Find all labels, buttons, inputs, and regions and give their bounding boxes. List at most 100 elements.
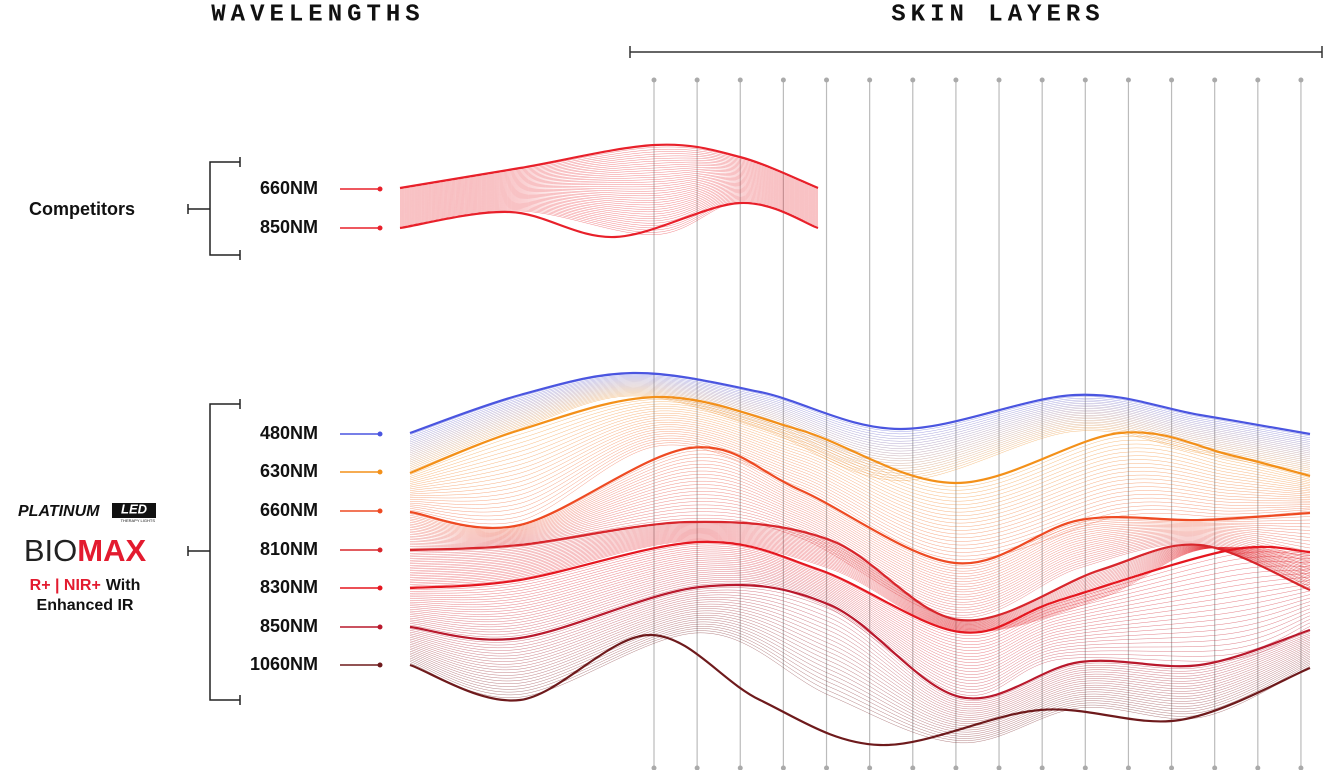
- feature-red: R+ | NIR+: [30, 577, 101, 594]
- wave-fiber: [399, 183, 819, 212]
- wave-fiber: [409, 410, 1311, 506]
- wave-fiber: [399, 151, 819, 192]
- wave-curves: [399, 143, 1311, 747]
- wave-fiber: [399, 198, 819, 229]
- layer-dot: [780, 765, 786, 770]
- wave-fiber: [409, 401, 1311, 491]
- wave-fiber: [399, 148, 819, 191]
- wave-fiber: [409, 596, 1311, 710]
- wave-fiber: [409, 477, 1311, 587]
- wave-fiber: [409, 373, 1311, 437]
- wavelength-label: 660NM: [260, 500, 318, 520]
- wave-fiber: [409, 393, 1311, 476]
- wave-fiber: [409, 561, 1311, 663]
- wavelength-dot: [377, 186, 383, 192]
- layer-dot: [1125, 77, 1131, 83]
- wave-fiber: [399, 168, 819, 201]
- wave-fiber: [409, 417, 1311, 516]
- skin-layers-rule: [629, 46, 1323, 58]
- layer-dot: [1169, 77, 1175, 83]
- wave-fiber: [409, 592, 1311, 705]
- wave-fiber: [409, 587, 1311, 701]
- wave-fiber: [409, 412, 1311, 509]
- wave-fiber: [409, 539, 1311, 632]
- wave-curve: [409, 583, 1311, 700]
- wave-fiber: [399, 178, 819, 208]
- wave-fiber: [409, 395, 1311, 481]
- wavelength-dot: [377, 662, 383, 668]
- layer-dot: [910, 765, 916, 770]
- layer-dot: [694, 77, 700, 83]
- wave-fiber: [409, 603, 1311, 716]
- wave-fiber: [399, 161, 819, 197]
- wave-fiber: [399, 181, 819, 211]
- wave-curve: [409, 520, 1311, 622]
- wave-fiber: [409, 457, 1311, 572]
- wave-fiber: [409, 537, 1311, 631]
- wave-fiber: [399, 187, 819, 216]
- wave-fiber: [409, 380, 1311, 448]
- wave-fiber: [409, 440, 1311, 553]
- wave-fiber: [409, 442, 1311, 557]
- wave-fiber: [399, 193, 819, 221]
- wave-fiber: [409, 621, 1311, 733]
- product-prefix: BIO: [24, 533, 77, 568]
- wave-fiber: [409, 543, 1311, 636]
- wave-fiber: [409, 484, 1311, 593]
- wave-fiber: [399, 194, 819, 222]
- wave-fiber: [409, 470, 1311, 582]
- layer-dot: [1298, 77, 1304, 83]
- wave-fiber: [409, 540, 1311, 633]
- wavelength-labels: 660NM 850NM 480NM 630NM 660NM 810NM 830NM 850NM…: [250, 178, 383, 674]
- wave-fiber: [409, 626, 1311, 737]
- wave-fiber: [399, 176, 819, 207]
- wave-fiber: [409, 531, 1311, 627]
- wave-curve: [409, 371, 1311, 436]
- layer-dot: [1255, 77, 1261, 83]
- wave-fiber: [409, 460, 1311, 574]
- wave-fiber: [409, 536, 1311, 630]
- wave-fiber: [409, 615, 1311, 727]
- wave-fiber: [409, 444, 1311, 560]
- layer-dot: [651, 77, 657, 83]
- layer-dot: [694, 765, 700, 770]
- wave-fiber: [409, 388, 1311, 464]
- wave-fiber: [409, 610, 1311, 722]
- wave-fiber: [409, 599, 1311, 712]
- layer-dot: [824, 765, 830, 770]
- wave-fiber: [399, 190, 819, 218]
- wave-fiber: [409, 431, 1311, 538]
- layer-dot: [996, 77, 1002, 83]
- wave-fiber: [409, 406, 1311, 498]
- wave-fiber: [409, 538, 1311, 632]
- wave-fiber: [399, 175, 819, 206]
- wave-fiber: [409, 399, 1311, 487]
- layer-dot: [824, 77, 830, 83]
- wave-fiber: [399, 192, 819, 220]
- wave-fiber: [399, 191, 819, 219]
- wave-fiber: [409, 577, 1311, 687]
- wavelength-dot: [377, 585, 383, 591]
- wavelength-label: 480NM: [260, 423, 318, 443]
- wave-fiber: [409, 551, 1311, 648]
- wave-fiber: [399, 195, 819, 224]
- wave-fiber: [409, 389, 1311, 467]
- wave-fiber: [409, 567, 1311, 672]
- brand-mark-box: [112, 503, 156, 518]
- wavelength-label: 850NM: [260, 616, 318, 636]
- wave-fiber: [409, 628, 1311, 739]
- wave-fiber: [409, 487, 1311, 595]
- wave-fiber: [409, 630, 1311, 741]
- wave-fiber: [399, 170, 819, 202]
- wavelength-dot: [377, 547, 383, 553]
- wave-fiber: [399, 167, 819, 200]
- wave-fiber: [409, 538, 1311, 631]
- wave-fiber: [409, 384, 1311, 457]
- wave-fiber: [409, 374, 1311, 439]
- wave-fiber: [409, 619, 1311, 731]
- wave-fiber: [409, 555, 1311, 654]
- feature-line-2: Enhanced IR: [37, 597, 134, 614]
- wave-fiber: [409, 453, 1311, 569]
- wave-fiber: [409, 532, 1311, 628]
